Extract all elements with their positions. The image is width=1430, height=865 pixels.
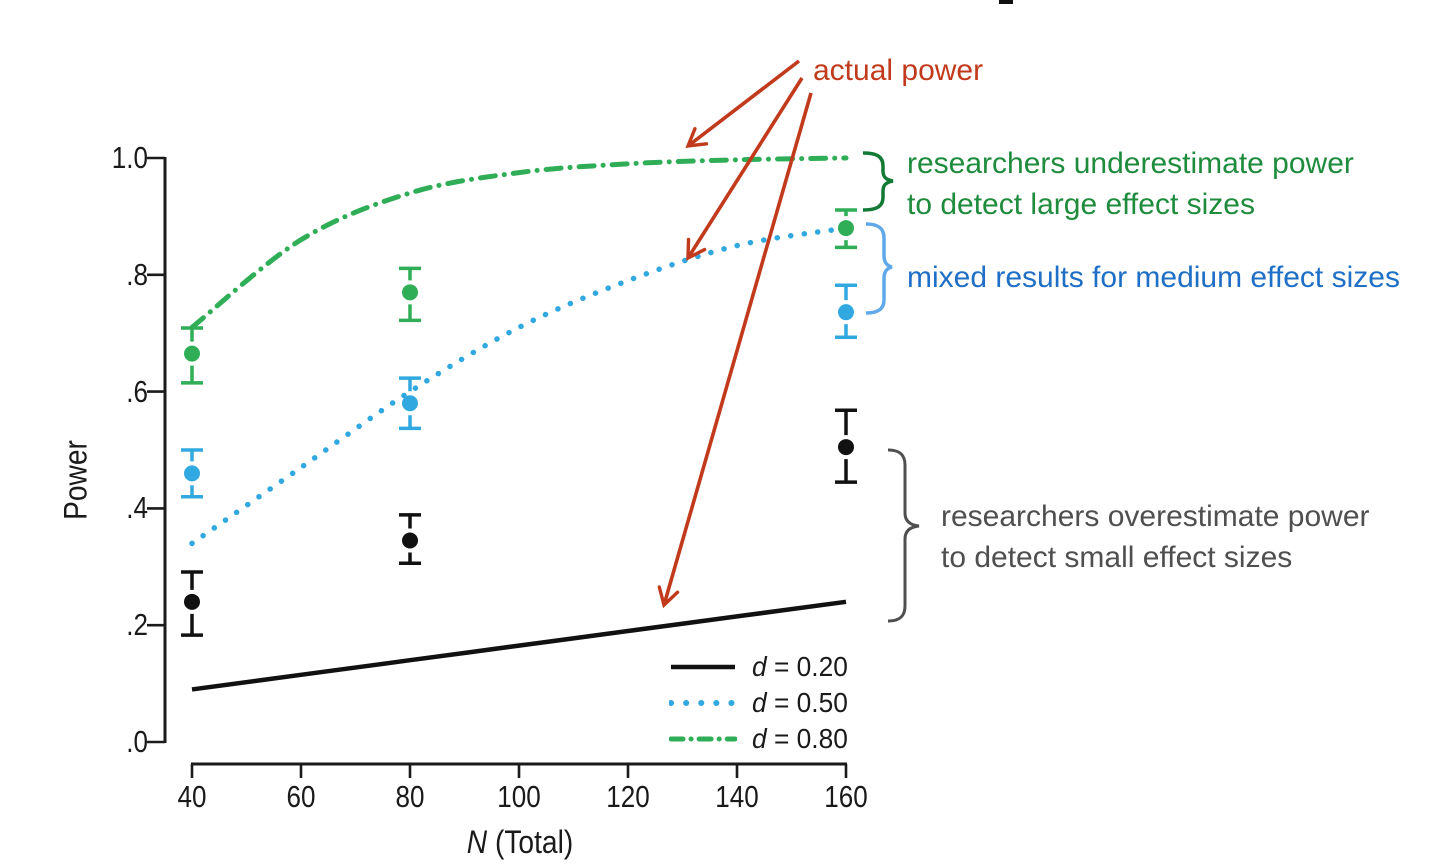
small-effect-brace xyxy=(887,448,920,623)
estimate-researcher-estimates-d-0.20-n40-errorbar xyxy=(181,570,203,637)
estimate-researcher-estimates-d-0.20-n80-errorbar xyxy=(399,513,421,566)
x-tick-label-60: 60 xyxy=(286,779,316,814)
large-effect-brace xyxy=(862,151,894,212)
legend-label-variable: d xyxy=(752,687,767,718)
x-tick-label-140: 140 xyxy=(715,779,759,814)
arrow-to-large-curve xyxy=(685,59,801,149)
legend-label-variable: d xyxy=(752,651,767,682)
legend: d = 0.20 d = 0.50 d = 0.80 xyxy=(669,649,854,757)
estimate-points xyxy=(181,208,857,637)
estimate-researcher-estimates-d-0.80-n160-marker xyxy=(838,220,854,237)
legend-label-value: = 0.80 xyxy=(766,723,848,754)
annotation-small-effect-line1: researchers overestimate power xyxy=(941,500,1370,533)
estimate-researcher-estimates-d-0.50-n40-marker xyxy=(184,465,200,482)
legend-label: d = 0.80 xyxy=(752,723,848,755)
x-axis-title: N (Total) xyxy=(467,824,573,861)
annotation-medium-effect-line1: mixed results for medium effect sizes xyxy=(907,261,1400,294)
x-tick-label-100: 100 xyxy=(497,779,541,814)
legend-label-variable: d xyxy=(752,723,767,754)
estimate-researcher-estimates-d-0.50-n160-marker xyxy=(838,304,854,321)
curve-actual-power-d-0.20 xyxy=(191,599,847,692)
estimate-researcher-estimates-d-0.50-n80-errorbar xyxy=(399,376,421,431)
y-tick-label-.8: .8 xyxy=(126,256,148,292)
estimate-researcher-estimates-d-0.80-n40-marker xyxy=(184,345,200,362)
estimate-researcher-estimates-d-0.20-n80-marker xyxy=(402,532,418,549)
y-tick-label-.4: .4 xyxy=(126,490,148,526)
legend-label-value: = 0.20 xyxy=(766,651,848,682)
y-tick-label-1.0: 1.0 xyxy=(111,140,148,175)
actual-power-arrows xyxy=(657,59,813,609)
x-tick-label-40: 40 xyxy=(177,779,207,814)
medium-effect-brace xyxy=(865,222,893,315)
annotation-large-effect-line2: to detect large effect sizes xyxy=(907,188,1255,221)
curve-actual-power-d-0.50 xyxy=(189,225,849,547)
annotation-large-effect: researchers underestimate power to detec… xyxy=(907,143,1354,225)
annotation-small-effect-line2: to detect small effect sizes xyxy=(941,541,1293,574)
cropped-title-artifact xyxy=(999,0,1013,4)
x-axis-title-rest: (Total) xyxy=(487,824,574,860)
estimate-researcher-estimates-d-0.80-n80-marker xyxy=(402,284,418,301)
curve-actual-power-d-0.80 xyxy=(189,155,849,330)
estimate-researcher-estimates-d-0.80-n40-errorbar xyxy=(181,326,203,385)
x-tick-label-80: 80 xyxy=(395,779,425,814)
legend-label: d = 0.20 xyxy=(752,651,848,683)
annotation-actual-power: actual power xyxy=(813,54,984,87)
estimate-researcher-estimates-d-0.80-n80-errorbar xyxy=(399,266,421,323)
axis-ticks xyxy=(147,156,848,778)
arrow-to-small-curve xyxy=(657,92,813,609)
annotation-large-effect-line1: researchers underestimate power xyxy=(907,147,1354,180)
estimate-researcher-estimates-d-0.50-n40-errorbar xyxy=(181,448,203,499)
x-tick-label-160: 160 xyxy=(824,779,868,814)
x-axis-title-variable: N xyxy=(466,824,488,860)
legend-swatch-dotted xyxy=(669,700,737,706)
estimate-researcher-estimates-d-0.50-n160-errorbar xyxy=(835,283,857,340)
y-tick-label-.0: .0 xyxy=(126,724,148,759)
estimate-researcher-estimates-d-0.80-n160-errorbar xyxy=(835,208,857,250)
legend-swatch-solid xyxy=(671,664,735,670)
y-tick-label-.6: .6 xyxy=(126,373,148,409)
legend-label: d = 0.50 xyxy=(752,687,848,719)
estimate-researcher-estimates-d-0.50-n80-marker xyxy=(402,395,418,412)
annotation-medium-effect: mixed results for medium effect sizes xyxy=(907,257,1400,298)
legend-swatch-dashdot xyxy=(669,736,737,742)
x-tick-label-120: 120 xyxy=(606,779,650,814)
legend-item-0.50: d = 0.50 xyxy=(669,685,854,721)
estimate-researcher-estimates-d-0.20-n40-marker xyxy=(184,593,200,610)
estimate-researcher-estimates-d-0.20-n160-errorbar xyxy=(835,408,857,484)
arrow-to-medium-curve xyxy=(686,77,804,261)
estimate-researcher-estimates-d-0.20-n160-marker xyxy=(838,439,854,456)
y-tick-label-.2: .2 xyxy=(126,607,148,643)
legend-item-0.20: d = 0.20 xyxy=(669,649,854,685)
legend-item-0.80: d = 0.80 xyxy=(669,721,854,757)
legend-label-value: = 0.50 xyxy=(766,687,848,718)
power-curves xyxy=(189,155,849,692)
annotation-small-effect: researchers overestimate power to detect… xyxy=(941,496,1370,578)
